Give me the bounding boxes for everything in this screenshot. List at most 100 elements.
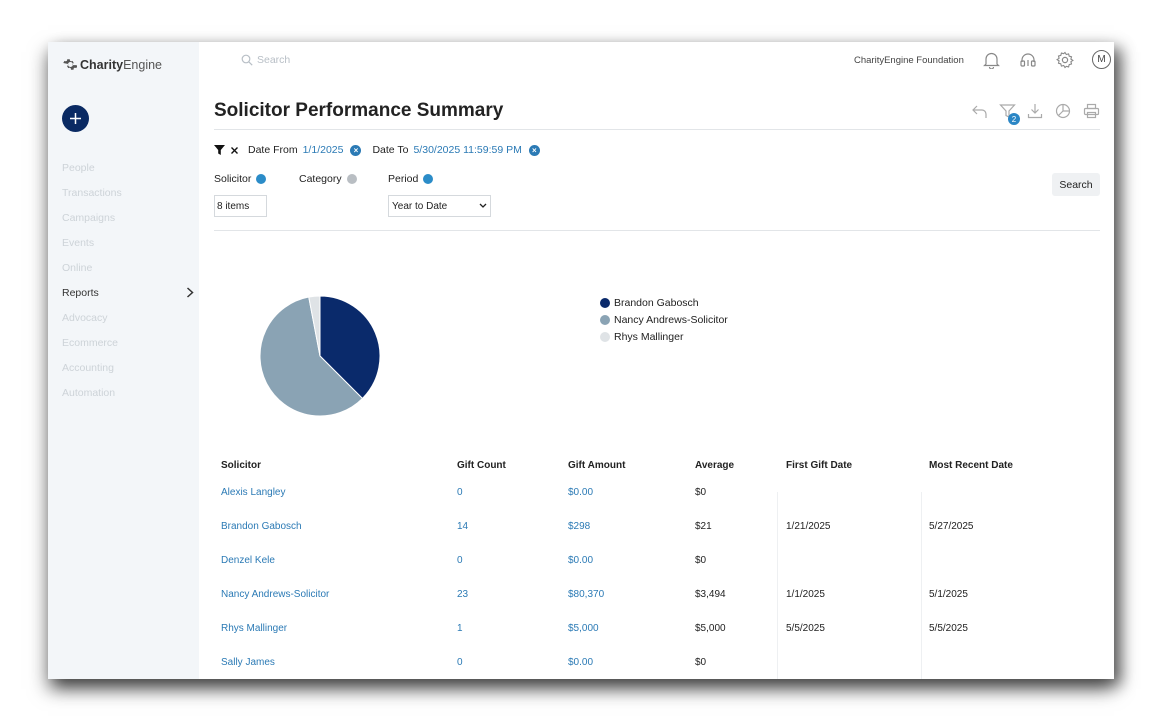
global-search[interactable]: Search (241, 54, 290, 66)
date-to-label: Date To (372, 144, 409, 156)
header-first-gift-date[interactable]: First Gift Date (786, 459, 853, 471)
gift-amount-link[interactable]: $0.00 (568, 554, 594, 566)
user-avatar[interactable]: M (1092, 50, 1111, 69)
undo-arrow-icon (971, 105, 987, 118)
remove-date-to-icon[interactable]: × (528, 144, 540, 156)
sidebar-item-accounting[interactable]: Accounting (62, 355, 194, 380)
header-gift-amount[interactable]: Gift Amount (568, 459, 626, 471)
gift-count-link[interactable]: 0 (457, 554, 463, 566)
search-placeholder: Search (257, 54, 291, 66)
first-gift-date-cell: 1/1/2025 (786, 588, 825, 600)
solicitor-link[interactable]: Denzel Kele (221, 554, 275, 566)
filter-funnel-icon[interactable] (214, 145, 225, 155)
sidebar-item-people[interactable]: People (62, 155, 194, 180)
gift-count-link[interactable]: 23 (457, 588, 469, 600)
legend-item[interactable]: Nancy Andrews-Solicitor (600, 311, 728, 328)
legend-item[interactable]: Rhys Mallinger (600, 328, 728, 345)
period-label: Period (388, 173, 419, 185)
pie-chart-icon (1055, 103, 1071, 119)
pie-slice-nancy-andrews-solicitor[interactable] (259, 296, 364, 417)
chart-toggle-button[interactable] (1054, 102, 1072, 120)
print-button[interactable] (1082, 102, 1100, 120)
solicitor-link[interactable]: Rhys Mallinger (221, 622, 288, 634)
gift-amount-link[interactable]: $0.00 (568, 656, 594, 668)
app-window: Charity Engine People Transactions Campai… (48, 42, 1114, 679)
search-button[interactable]: Search (1052, 173, 1100, 196)
legend-label: Nancy Andrews-Solicitor (614, 313, 728, 326)
chart-legend: Brandon Gabosch Nancy Andrews-Solicitor Rh… (600, 294, 728, 345)
category-info-icon[interactable] (346, 174, 357, 184)
gift-count-link[interactable]: 1 (457, 622, 463, 634)
solicitor-link[interactable]: Alexis Langley (221, 486, 286, 498)
headset-icon (1020, 53, 1036, 67)
solicitor-link[interactable]: Brandon Gabosch (221, 520, 302, 532)
sidebar-item-transactions[interactable]: Transactions (62, 180, 194, 205)
gift-amount-link[interactable]: $5,000 (568, 622, 599, 634)
period-select[interactable]: Year to Date (388, 195, 491, 217)
sidebar-item-label: Advocacy (62, 311, 108, 324)
clear-filters-icon[interactable] (230, 146, 239, 155)
top-bar: Search CharityEngine Foundation M (199, 42, 1114, 80)
table-header: Solicitor Gift Count Gift Amount Average… (221, 455, 1091, 475)
applied-filters: Date From 1/1/2025 × Date To 5/30/2025 1… (214, 144, 546, 156)
filter-button[interactable]: 2 (998, 102, 1020, 125)
sidebar-item-campaigns[interactable]: Campaigns (62, 205, 194, 230)
divider (214, 129, 1100, 130)
sidebar-item-label: Online (62, 261, 93, 274)
sidebar-item-label: Reports (62, 286, 99, 299)
support-button[interactable] (1018, 50, 1038, 70)
charityengine-logo[interactable]: Charity Engine (62, 57, 162, 72)
solicitor-label: Solicitor (214, 173, 252, 185)
divider (214, 230, 1100, 231)
gift-amount-link[interactable]: $298 (568, 520, 591, 532)
solicitor-link[interactable]: Nancy Andrews-Solicitor (221, 588, 330, 600)
first-gift-date-cell: 1/21/2025 (786, 520, 831, 532)
date-to-value[interactable]: 5/30/2025 11:59:59 PM (413, 144, 522, 156)
sidebar-item-label: Campaigns (62, 211, 116, 224)
results-table: Solicitor Gift Count Gift Amount Average… (221, 455, 1091, 679)
date-from-value[interactable]: 1/1/2025 (302, 144, 344, 156)
average-cell: $21 (695, 520, 712, 532)
sidebar-item-events[interactable]: Events (62, 230, 194, 255)
sidebar-item-ecommerce[interactable]: Ecommerce (62, 330, 194, 355)
header-gift-count[interactable]: Gift Count (457, 459, 506, 471)
header-solicitor[interactable]: Solicitor (221, 459, 262, 471)
sidebar-item-advocacy[interactable]: Advocacy (62, 305, 194, 330)
gear-icon (1056, 51, 1074, 69)
sidebar-item-online[interactable]: Online (62, 255, 194, 280)
printer-icon (1083, 103, 1099, 119)
back-button[interactable] (970, 102, 988, 120)
sidebar-item-label: Accounting (62, 361, 114, 374)
remove-date-from-icon[interactable]: × (350, 144, 362, 156)
settings-button[interactable] (1055, 50, 1075, 70)
sidebar-item-automation[interactable]: Automation (62, 380, 194, 405)
gift-count-link[interactable]: 0 (457, 656, 463, 668)
table-row: Sally James 0 $0.00 $0 (221, 645, 1091, 679)
table-row: Denzel Kele 0 $0.00 $0 (221, 543, 1091, 577)
notifications-button[interactable] (981, 50, 1001, 70)
bell-icon (982, 52, 1000, 69)
category-label: Category (299, 173, 342, 185)
gift-amount-link[interactable]: $0.00 (568, 486, 594, 498)
solicitor-info-icon[interactable] (256, 174, 267, 184)
solicitor-multiselect[interactable]: 8 items (214, 195, 267, 217)
download-button[interactable] (1026, 102, 1044, 120)
most-recent-date-cell: 5/1/2025 (929, 588, 968, 600)
gift-count-link[interactable]: 14 (457, 520, 469, 532)
header-most-recent-date[interactable]: Most Recent Date (929, 459, 1013, 471)
column-separator (777, 492, 778, 679)
gift-count-link[interactable]: 0 (457, 486, 463, 498)
most-recent-date-cell: 5/27/2025 (929, 520, 974, 532)
pie-slice-brandon-gabosch[interactable] (319, 295, 381, 400)
header-average[interactable]: Average (695, 459, 735, 471)
pie-slice-rhys-mallinger[interactable] (308, 295, 321, 357)
period-info-icon[interactable] (423, 174, 434, 184)
add-new-button[interactable] (62, 105, 89, 132)
sidebar-item-reports[interactable]: Reports (62, 280, 194, 305)
solicitor-link[interactable]: Sally James (221, 656, 275, 668)
legend-item[interactable]: Brandon Gabosch (600, 294, 728, 311)
organization-name[interactable]: CharityEngine Foundation (854, 55, 964, 66)
sidebar-item-label: Events (62, 236, 95, 249)
gear-logo-icon (63, 59, 77, 70)
gift-amount-link[interactable]: $80,370 (568, 588, 605, 600)
